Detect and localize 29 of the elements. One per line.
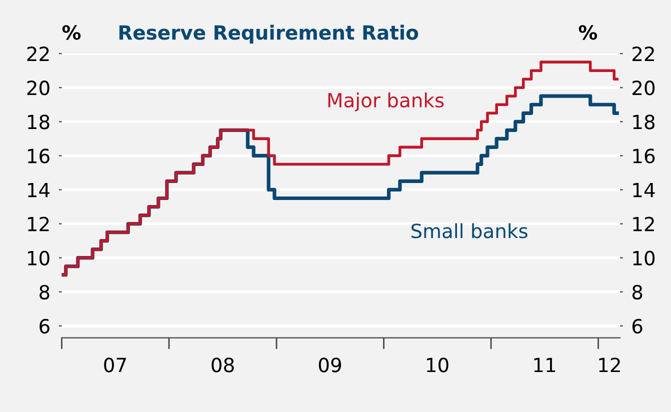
y-tick-label: 20 bbox=[27, 80, 50, 96]
x-tick-label: 09 bbox=[318, 358, 341, 372]
y-tick-label: 22 bbox=[27, 46, 49, 61]
y-tick-label: 12 bbox=[28, 216, 49, 232]
x-tick-label: 10 bbox=[427, 358, 448, 372]
x-tick-label: 11 bbox=[534, 358, 556, 372]
y2-tick-label: 12 bbox=[633, 216, 654, 232]
y2-tick-label: 6 bbox=[632, 318, 642, 334]
series-label: Major banks bbox=[328, 92, 444, 112]
y2-axis-title: % bbox=[578, 25, 598, 40]
x-tick-label: 07 bbox=[104, 358, 126, 372]
y2-tick-label: 20 bbox=[632, 80, 655, 96]
y2-tick-label: 16 bbox=[633, 148, 655, 164]
y2-tick-label: 8 bbox=[632, 284, 642, 300]
y-tick-label: 6 bbox=[40, 318, 50, 334]
x-tick-label: 12 bbox=[599, 358, 620, 372]
y-tick-label: 10 bbox=[28, 250, 50, 266]
y-tick-label: 16 bbox=[28, 148, 50, 164]
chart-title: Reserve Requirement Ratio bbox=[119, 24, 418, 44]
y2-tick-label: 10 bbox=[633, 250, 655, 266]
y2-tick-label: 14 bbox=[633, 182, 655, 198]
series-label: Small banks bbox=[411, 223, 528, 238]
y2-tick-label: 22 bbox=[632, 46, 654, 61]
x-tick-label: 08 bbox=[212, 358, 234, 372]
y-tick-label: 18 bbox=[28, 114, 50, 130]
y-tick-label: 14 bbox=[28, 182, 50, 198]
y-tick-label: 8 bbox=[40, 284, 50, 300]
y2-tick-label: 18 bbox=[633, 114, 655, 130]
y-axis-title: % bbox=[62, 25, 81, 40]
